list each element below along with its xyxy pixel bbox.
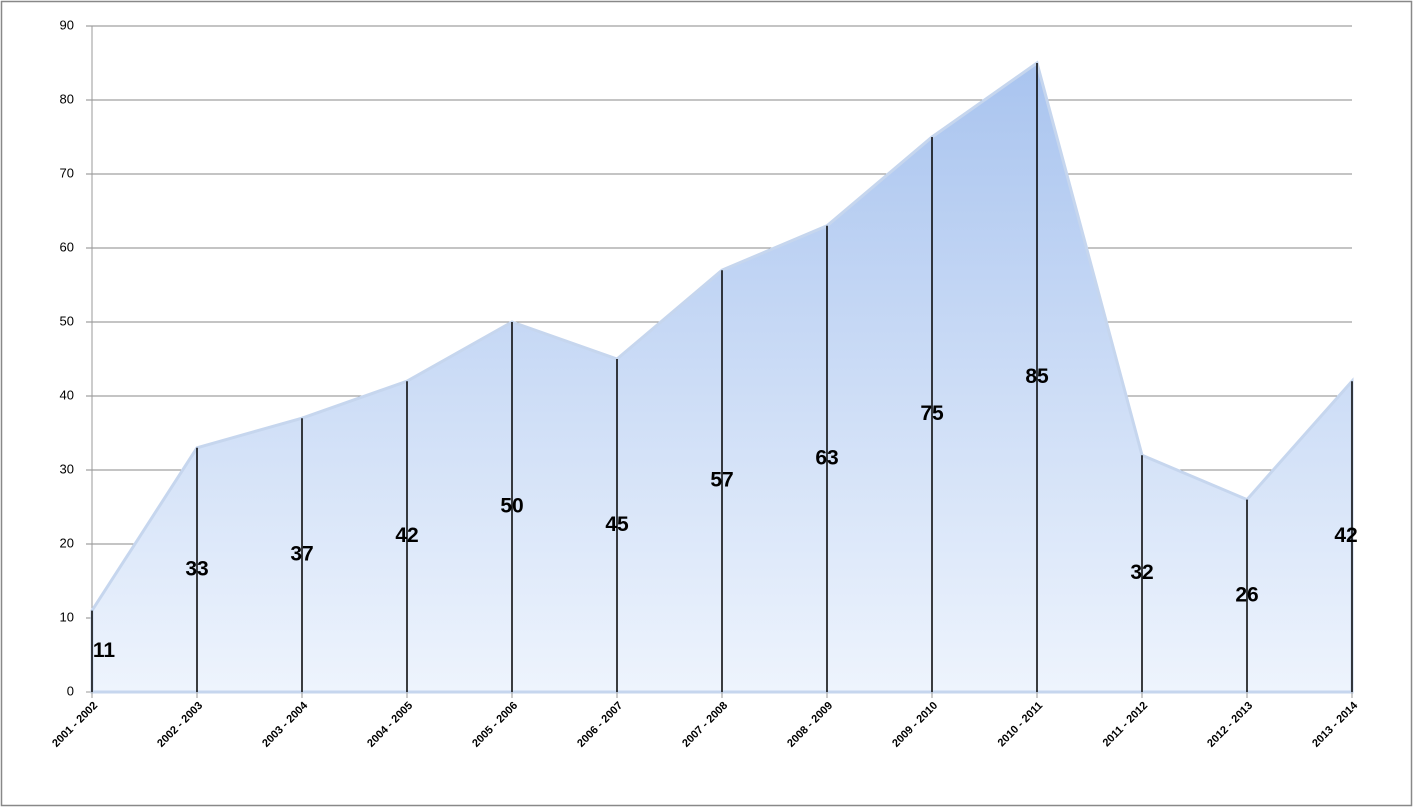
data-label: 50 xyxy=(500,495,523,518)
data-label: 63 xyxy=(815,446,838,469)
y-tick-label: 50 xyxy=(60,313,74,328)
data-label: 11 xyxy=(93,639,116,662)
data-label: 85 xyxy=(1025,365,1049,388)
data-label: 42 xyxy=(1334,524,1357,547)
y-tick-label: 40 xyxy=(60,387,74,402)
y-tick-label: 90 xyxy=(60,17,74,32)
y-tick-label: 60 xyxy=(60,239,74,254)
y-tick-label: 70 xyxy=(60,165,74,180)
data-label: 32 xyxy=(1130,561,1153,584)
data-label: 33 xyxy=(185,557,208,580)
y-tick-label: 10 xyxy=(60,609,74,624)
y-tick-label: 20 xyxy=(60,535,74,550)
data-label: 26 xyxy=(1235,583,1258,606)
y-tick-label: 0 xyxy=(67,683,74,698)
data-label: 42 xyxy=(395,524,418,547)
data-label: 37 xyxy=(290,543,313,566)
data-label: 45 xyxy=(605,513,629,536)
y-tick-label: 30 xyxy=(60,461,74,476)
data-label: 57 xyxy=(710,469,733,492)
y-tick-label: 80 xyxy=(60,91,74,106)
data-label: 75 xyxy=(920,402,944,425)
